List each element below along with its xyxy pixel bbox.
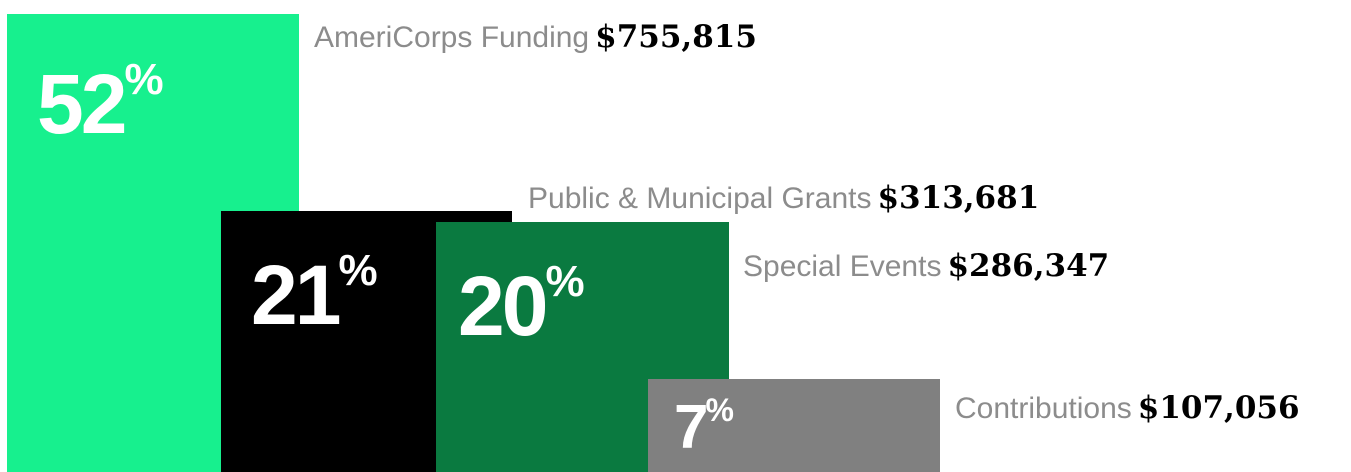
category-amount: $755,815 <box>595 19 757 55</box>
category-amount: $286,347 <box>947 248 1110 284</box>
category-amount: $313,681 <box>877 180 1040 216</box>
percent-sign: % <box>705 392 733 428</box>
category-amount: $107,056 <box>1137 390 1300 426</box>
category-label-special-events: Special Events $286,347 <box>743 251 1109 282</box>
category-name: Contributions <box>955 392 1132 425</box>
percent-number: 52 <box>37 57 127 151</box>
bar-contributions: 7% <box>648 379 940 472</box>
percent-number: 20 <box>458 259 548 353</box>
percent-sign: % <box>545 257 584 306</box>
category-name: AmeriCorps Funding <box>314 21 590 54</box>
bar-value-label: 20% <box>458 260 585 349</box>
category-name: Special Events <box>743 250 942 283</box>
bar-value-label: 7% <box>674 394 734 459</box>
category-label-americorps-funding: AmeriCorps Funding $755,815 <box>314 22 757 53</box>
category-label-public-municipal-grants: Public & Municipal Grants $313,681 <box>528 183 1039 214</box>
percent-sign: % <box>338 246 377 295</box>
bar-value-label: 21% <box>251 249 378 338</box>
percent-sign: % <box>124 55 163 104</box>
bar-value-label: 52% <box>37 58 164 147</box>
percent-number: 21 <box>251 248 341 342</box>
category-label-contributions: Contributions $107,056 <box>955 393 1300 424</box>
percent-number: 7 <box>674 393 709 462</box>
category-name: Public & Municipal Grants <box>528 182 872 215</box>
